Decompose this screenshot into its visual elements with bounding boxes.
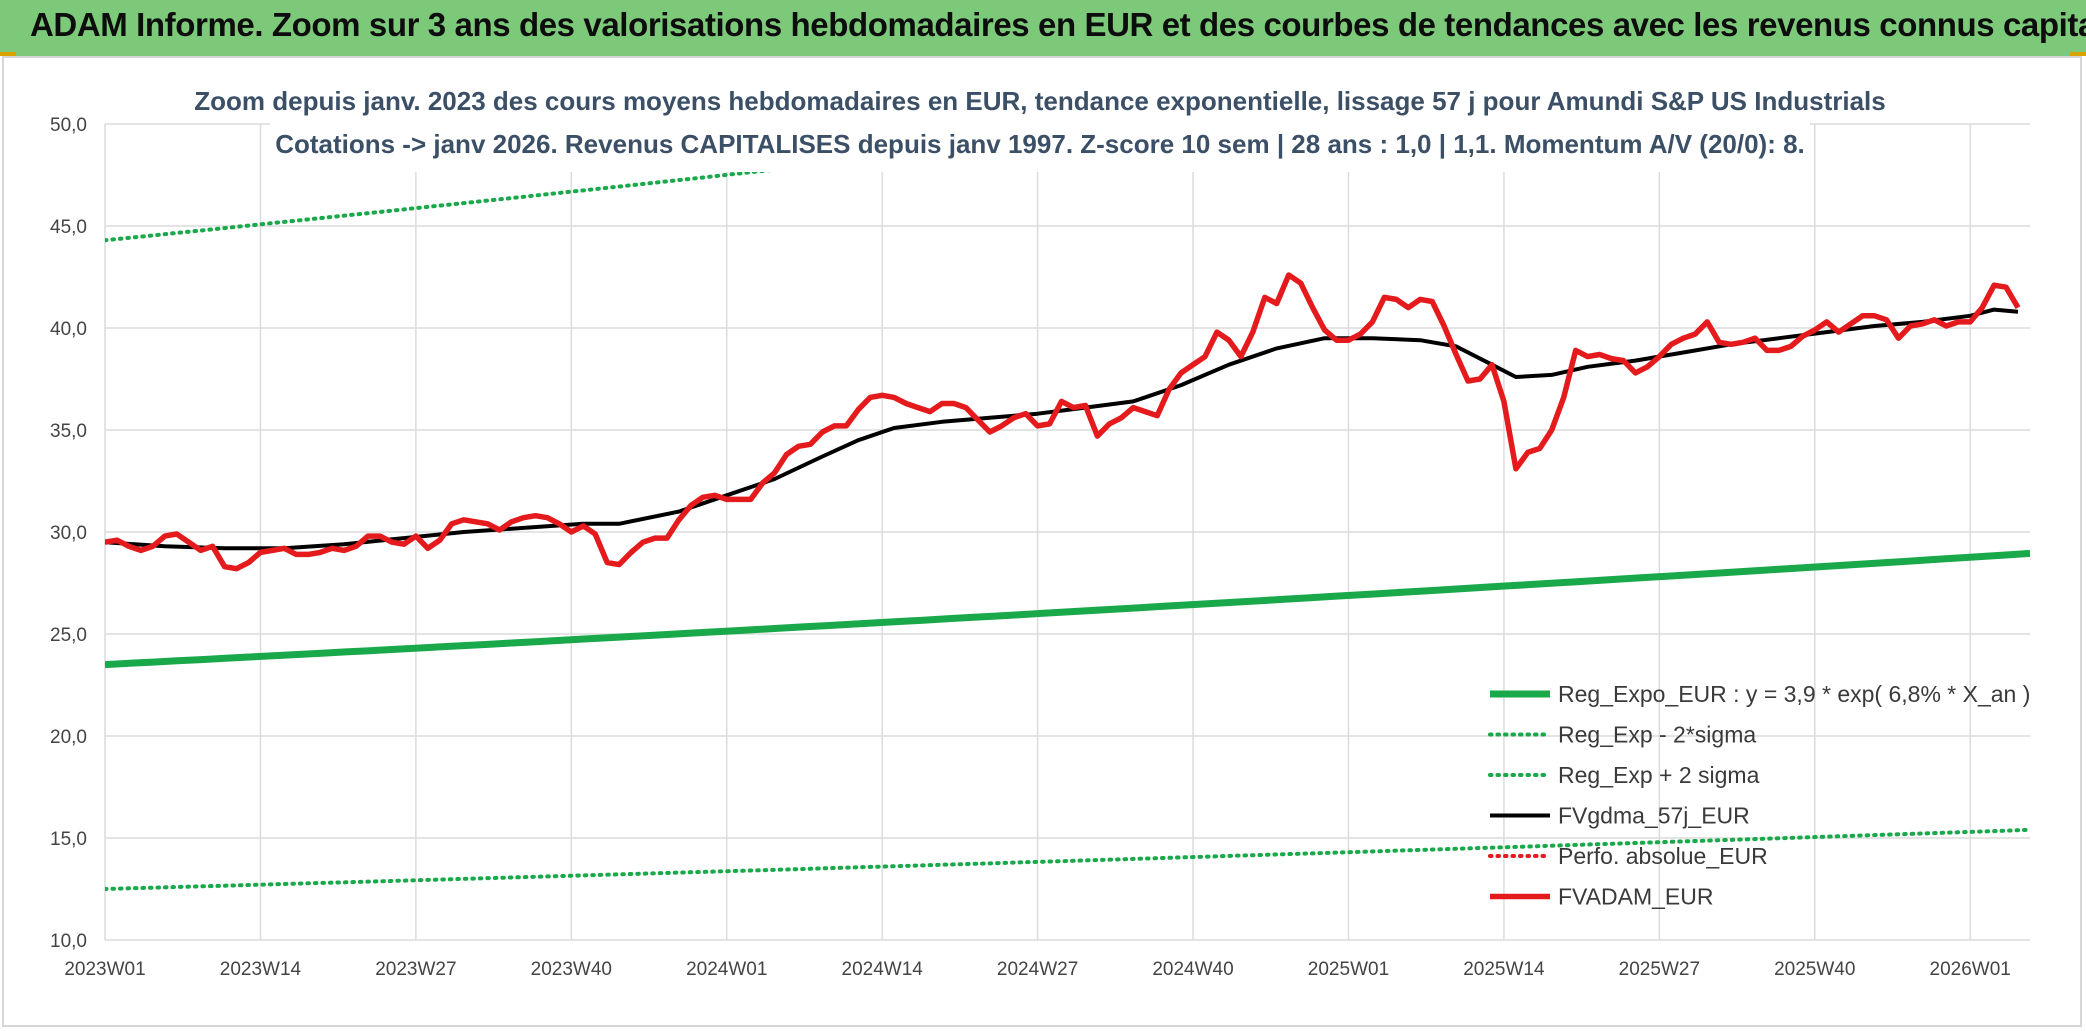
legend-label: Reg_Expo_EUR : y = 3,9 * exp( 6,8% * X_a…: [1558, 681, 2030, 707]
gridlines: [104, 123, 2030, 941]
y-tick-label: 30,0: [50, 523, 87, 544]
x-tick-label: 2023W27: [375, 959, 456, 980]
x-tick-label: 2024W40: [1152, 959, 1233, 980]
legend-label: FVgdma_57j_EUR: [1558, 803, 1750, 829]
y-tick-label: 40,0: [50, 319, 87, 340]
y-tick-label: 50,0: [50, 115, 87, 136]
y-tick-label: 35,0: [50, 421, 87, 442]
chart-subtitle: Zoom depuis janv. 2023 des cours moyens …: [194, 80, 1886, 172]
legend-label: Reg_Exp + 2 sigma: [1558, 762, 1760, 788]
legend: Reg_Expo_EUR : y = 3,9 * exp( 6,8% * X_a…: [1488, 681, 2030, 910]
banner-corner-right: [2070, 52, 2086, 56]
x-axis-ticks: 2023W01 2023W14 2023W27 2023W40 2024W01 2024W…: [64, 959, 2011, 980]
subtitle-background: [270, 80, 1810, 172]
x-tick-label: 2025W40: [1774, 959, 1855, 980]
x-tick-label: 2024W27: [997, 959, 1078, 980]
chart-title-line2: Cotations -> janv 2026. Revenus CAPITALI…: [275, 129, 1805, 159]
x-tick-label: 2024W14: [842, 959, 924, 980]
y-tick-label: 10,0: [50, 931, 87, 952]
y-tick-label: 20,0: [50, 727, 87, 748]
y-axis-ticks: 10,0 15,0 20,0 25,0 30,0 35,0 40,0 45,0 50,0: [50, 115, 87, 952]
report-banner: ADAM Informe. Zoom sur 3 ans des valoris…: [0, 0, 2086, 56]
legend-label: FVADAM_EUR: [1558, 884, 1714, 910]
legend-label: Reg_Exp - 2*sigma: [1558, 722, 1756, 748]
y-tick-label: 15,0: [50, 829, 87, 850]
series-line-5: [105, 272, 2021, 572]
chart-title-line1: Zoom depuis janv. 2023 des cours moyens …: [194, 86, 1885, 116]
series-line-1: [105, 827, 2030, 891]
y-tick-label: 25,0: [50, 625, 87, 646]
x-tick-label: 2023W01: [64, 959, 145, 980]
x-tick-label: 2024W01: [686, 959, 767, 980]
legend-label: Perfo. absolue_EUR: [1558, 843, 1768, 869]
chart-frame: [2, 56, 2082, 1027]
x-tick-label: 2025W14: [1463, 959, 1545, 980]
x-tick-label: 2023W40: [531, 959, 612, 980]
x-tick-label: 2025W01: [1308, 959, 1389, 980]
banner-corner-left: [0, 52, 16, 56]
x-tick-label: 2023W14: [220, 959, 302, 980]
y-tick-label: 45,0: [50, 217, 87, 238]
report-title: ADAM Informe. Zoom sur 3 ans des valoris…: [30, 6, 2086, 43]
series-lines: [105, 122, 2030, 891]
series-line-0: [105, 549, 2030, 669]
x-tick-label: 2026W01: [1930, 959, 2011, 980]
x-tick-label: 2025W27: [1619, 959, 1700, 980]
